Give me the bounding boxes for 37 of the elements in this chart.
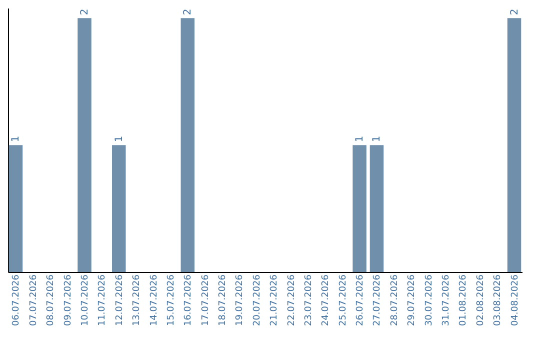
x-tick-label: 28.07.2026	[390, 274, 400, 326]
x-tick-label: 07.07.2026	[28, 274, 39, 326]
x-tick-label: 24.07.2026	[321, 274, 332, 326]
data-label: 2	[80, 8, 90, 16]
data-label: 1	[114, 136, 125, 142]
data-label: 1	[10, 136, 22, 142]
x-tick-label: 19.07.2026	[235, 274, 246, 326]
x-tick-label: 02.08.2026	[476, 274, 486, 326]
x-tick-label: 15.07.2026	[166, 274, 176, 326]
x-tick-label: 20.07.2026	[252, 274, 262, 326]
data-label: 2	[182, 8, 194, 16]
x-tick-label: 10.07.2026	[80, 274, 90, 326]
x-tick-label: 16.07.2026	[184, 274, 194, 326]
data-label: 1	[372, 136, 383, 142]
data-label: 1	[354, 136, 366, 142]
data-label: 2	[509, 8, 520, 16]
x-tick-label: 12.07.2026	[114, 274, 125, 326]
x-tick-label: 06.07.2026	[12, 274, 22, 326]
x-tick-label: 01.08.2026	[458, 274, 469, 326]
x-tick-label: 29.07.2026	[407, 274, 418, 326]
x-tick-label: 14.07.2026	[149, 274, 160, 326]
x-tick-label: 03.08.2026	[493, 274, 504, 326]
x-tick-label: 09.07.2026	[63, 274, 74, 326]
x-tick-label: 04.08.2026	[510, 274, 520, 326]
x-tick-label: 13.07.2026	[132, 274, 142, 326]
x-tick-label: 25.07.2026	[338, 274, 348, 326]
x-tick-label: 31.07.2026	[442, 274, 452, 326]
x-tick-label: 26.07.2026	[356, 274, 366, 326]
x-tick-label: 21.07.2026	[270, 274, 280, 326]
x-tick-label: 22.07.2026	[286, 274, 297, 326]
x-tick-label: 18.07.2026	[218, 274, 228, 326]
x-tick-label: 17.07.2026	[200, 274, 211, 326]
x-tick-label: 30.07.2026	[424, 274, 434, 326]
x-tick-label: 08.07.2026	[46, 274, 56, 326]
x-tick-label: 27.07.2026	[372, 274, 383, 326]
x-tick-label: 11.07.2026	[98, 274, 108, 326]
x-tick-label: 23.07.2026	[304, 274, 314, 326]
